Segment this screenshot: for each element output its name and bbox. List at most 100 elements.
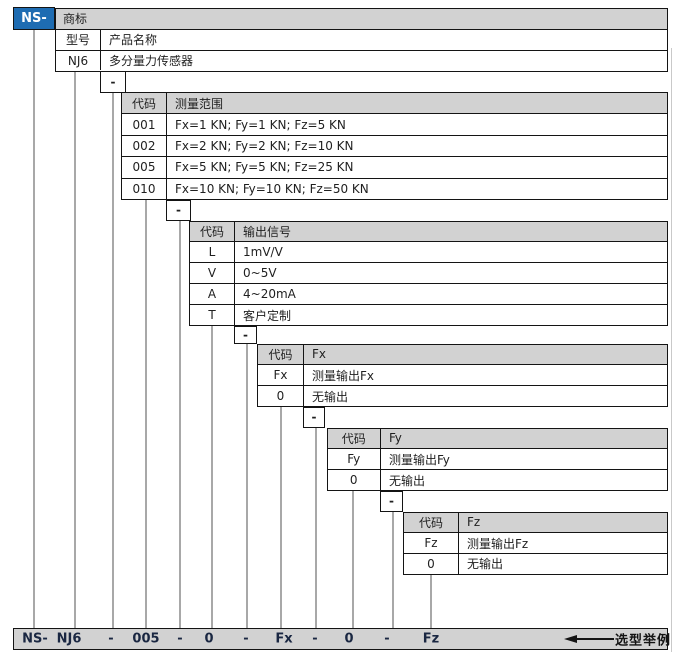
fz-desc: 无输出 — [467, 557, 504, 572]
connector-line-fx — [279, 406, 282, 628]
example-fz-code: Fz — [422, 631, 440, 647]
range-row: 002 Fx=2 KN; Fy=2 KN; Fz=10 KN — [122, 135, 667, 158]
signal-desc: 1mV/V — [243, 245, 283, 260]
fy-code-header: 代码 — [328, 428, 381, 449]
signal-header-row: 代码 输出信号 — [190, 221, 667, 243]
fx-code: Fx — [258, 365, 304, 386]
example-separator: - — [243, 631, 249, 647]
model-code-header: 型号 — [56, 29, 101, 50]
dash-connector-cell-1: - — [100, 71, 126, 93]
signal-code-header: 代码 — [190, 221, 235, 242]
connector-line-range — [144, 199, 147, 628]
signal-row: T 客户定制 — [190, 305, 667, 326]
range-desc: Fx=5 KN; Fy=5 KN; Fz=25 KN — [175, 160, 354, 175]
range-row: 005 Fx=5 KN; Fy=5 KN; Fz=25 KN — [122, 157, 667, 179]
fy-code: Fy — [328, 449, 381, 470]
example-model-code: NJ6 — [56, 631, 82, 647]
signal-desc-header: 输出信号 — [243, 224, 292, 239]
example-brand-code: NS- — [22, 631, 48, 647]
left-arrow-icon — [564, 635, 577, 643]
signal-code: T — [190, 305, 235, 326]
fz-code: 0 — [404, 553, 459, 574]
range-row: 010 Fx=10 KN; Fy=10 KN; Fz=50 KN — [122, 178, 667, 200]
fx-code-header: 代码 — [258, 344, 304, 365]
dash-connector-cell-5: - — [380, 490, 403, 512]
fz-header-row: 代码 Fz — [404, 512, 667, 534]
left-arrow-shaft — [576, 638, 614, 640]
signal-desc: 0~5V — [243, 266, 277, 281]
range-desc: Fx=10 KN; Fy=10 KN; Fz=50 KN — [175, 181, 369, 196]
range-code: 001 — [122, 114, 167, 135]
brand-prefix: NS- — [21, 11, 47, 26]
fx-row: Fx 测量输出Fx — [258, 365, 667, 387]
dash-connector-cell-4: - — [303, 406, 325, 428]
brand-header-label: 商标 — [63, 12, 88, 27]
dash-connector-cell-2: - — [166, 199, 191, 221]
fz-code: Fz — [404, 533, 459, 553]
range-code: 010 — [122, 178, 167, 200]
model-header-row: 型号 产品名称 — [56, 29, 667, 51]
fx-table: 代码 Fx Fx 测量输出Fx 0 无输出 — [257, 343, 668, 407]
example-label: 选型举例 — [615, 633, 672, 649]
connector-line-dash4 — [314, 427, 317, 628]
dash-connector-cell-3: - — [234, 325, 257, 344]
signal-code: L — [190, 242, 235, 263]
fy-table: 代码 Fy Fy 测量输出Fy 0 无输出 — [326, 427, 668, 491]
range-code: 002 — [122, 135, 167, 157]
fz-desc: 测量输出Fz — [467, 536, 529, 551]
model-desc-header: 产品名称 — [109, 33, 158, 48]
brand-model-table: 商标 型号 产品名称 NJ6 多分量力传感器 — [55, 8, 668, 72]
example-bar: NS- NJ6 - 005 - 0 - Fx - 0 - Fz 选型举例 — [13, 628, 672, 650]
connector-line-dash2 — [179, 220, 181, 628]
signal-table: 代码 输出信号 L 1mV/V V 0~5V A 4~20mA T 客户定制 — [189, 220, 668, 326]
fz-row: Fz 测量输出Fz — [404, 533, 667, 554]
signal-row: A 4~20mA — [190, 284, 667, 306]
range-header-row: 代码 测量范围 — [122, 93, 667, 115]
fz-code-header: 代码 — [404, 512, 459, 533]
model-desc: 多分量力传感器 — [109, 54, 194, 69]
fx-desc: 测量输出Fx — [312, 368, 375, 383]
connector-line-fz — [430, 574, 432, 628]
fz-table: 代码 Fz Fz 测量输出Fz 0 无输出 — [403, 511, 668, 575]
example-signal-code: 0 — [204, 631, 214, 647]
example-fx-code: Fx — [275, 631, 293, 647]
model-row: NJ6 多分量力传感器 — [56, 50, 667, 71]
fx-desc-header: Fx — [312, 347, 327, 362]
brand-prefix-box: NS- — [13, 7, 55, 30]
signal-row: V 0~5V — [190, 263, 667, 285]
range-code: 005 — [122, 157, 167, 178]
fx-code: 0 — [258, 386, 304, 406]
connector-line-dash3 — [245, 343, 248, 628]
model-code: NJ6 — [56, 50, 101, 71]
example-separator: - — [384, 631, 390, 647]
signal-code: A — [190, 284, 235, 305]
connector-line-dash1 — [112, 92, 114, 628]
fy-desc: 测量输出Fy — [389, 452, 450, 467]
example-range-code: 005 — [132, 631, 160, 647]
range-row: 001 Fx=1 KN; Fy=1 KN; Fz=5 KN — [122, 114, 667, 136]
connector-line-signal — [210, 325, 213, 628]
connector-line-dash5 — [391, 511, 394, 628]
connector-line-model — [74, 71, 76, 628]
fx-row: 0 无输出 — [258, 386, 667, 406]
fy-row: 0 无输出 — [328, 470, 668, 490]
range-desc: Fx=1 KN; Fy=1 KN; Fz=5 KN — [175, 117, 346, 132]
fy-row: Fy 测量输出Fy — [327, 449, 667, 471]
fz-desc-header: Fz — [467, 515, 481, 530]
fy-desc-header: Fy — [389, 431, 402, 446]
fy-desc: 无输出 — [389, 473, 426, 488]
connector-line-brand — [32, 30, 35, 628]
connector-line-fy — [352, 490, 354, 628]
example-separator: - — [312, 631, 318, 647]
brand-header-row: 商标 — [56, 9, 667, 30]
fz-row: 0 无输出 — [404, 553, 667, 574]
example-separator: - — [108, 631, 114, 647]
signal-row: L 1mV/V — [190, 242, 667, 264]
example-separator: - — [177, 631, 183, 647]
example-fy-code: 0 — [344, 631, 354, 647]
range-code-header: 代码 — [122, 93, 167, 114]
signal-code: V — [190, 263, 235, 284]
fy-header-row: 代码 Fy — [327, 428, 667, 450]
range-table: 代码 测量范围 001 Fx=1 KN; Fy=1 KN; Fz=5 KN 00… — [121, 92, 668, 200]
